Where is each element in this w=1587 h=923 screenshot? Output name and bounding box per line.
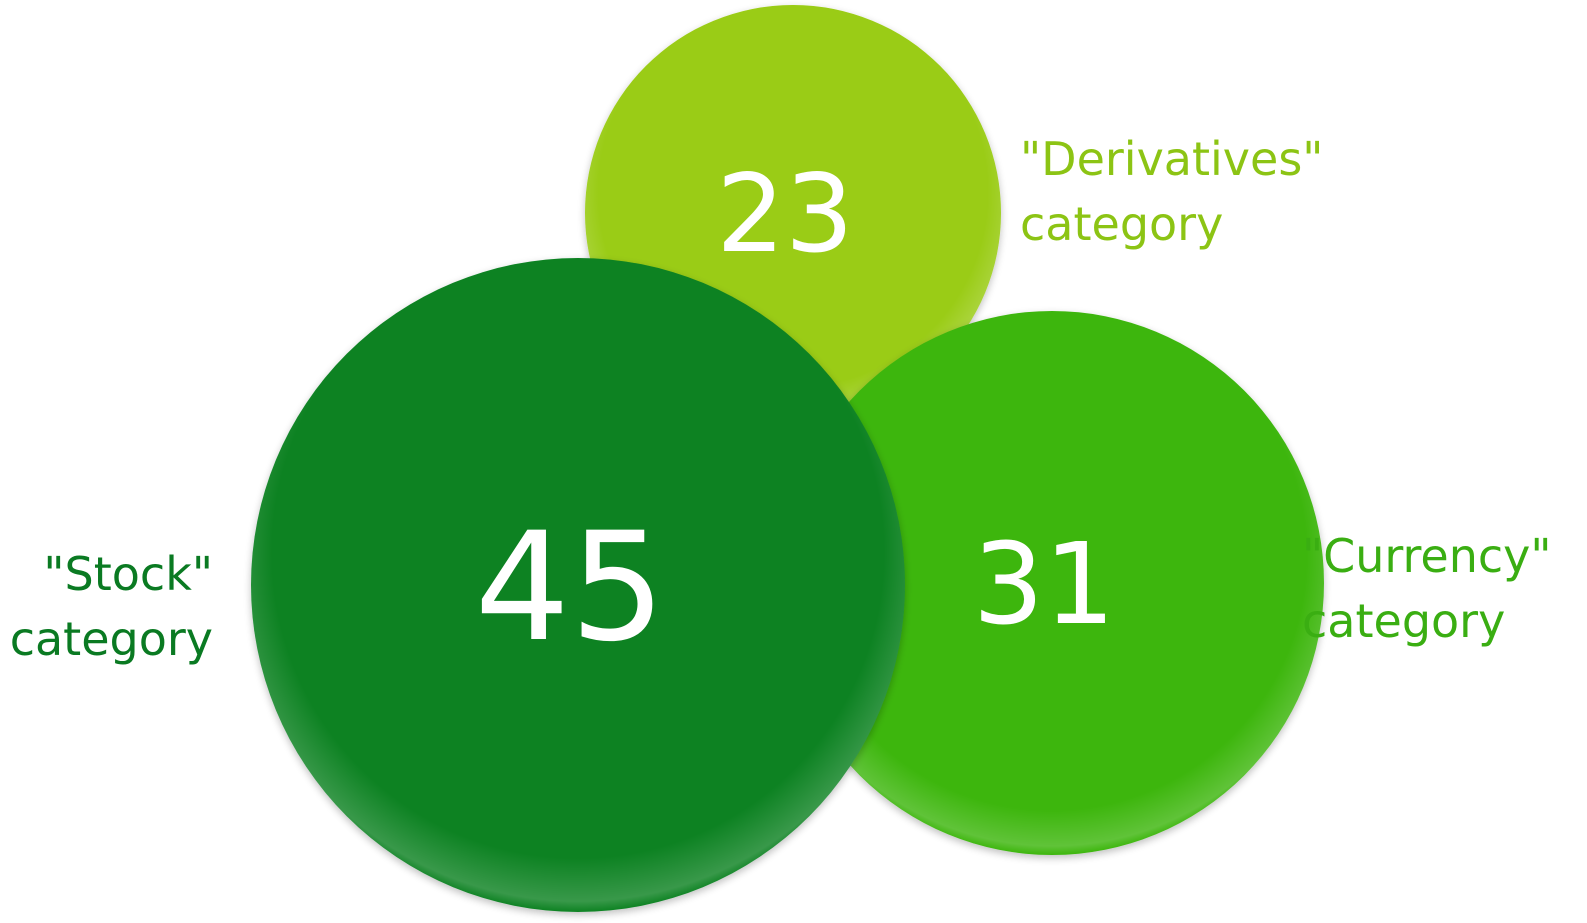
bubble-rim-stock [251,258,905,912]
category-label-stock: "Stock" category [10,547,213,666]
category-label-derivatives-line2: category [1020,197,1223,251]
category-label-derivatives: "Derivatives" category [1020,132,1323,251]
category-label-stock-line1: "Stock" [43,547,213,601]
category-label-currency-line1: "Currency" [1302,529,1552,583]
bubble-value-currency: 31 [973,520,1116,650]
bubble-rim-currency [780,311,1324,855]
category-label-stock-line2: category [10,612,213,666]
bubble-value-derivatives: 23 [716,152,853,277]
category-label-derivatives-line1: "Derivatives" [1020,132,1323,186]
bubble-stock: 45 [251,258,905,912]
bubble-currency: 31 [780,311,1324,855]
category-label-currency: "Currency" category [1302,529,1552,648]
bubble-value-stock: 45 [475,501,666,675]
category-label-currency-line2: category [1302,594,1505,648]
